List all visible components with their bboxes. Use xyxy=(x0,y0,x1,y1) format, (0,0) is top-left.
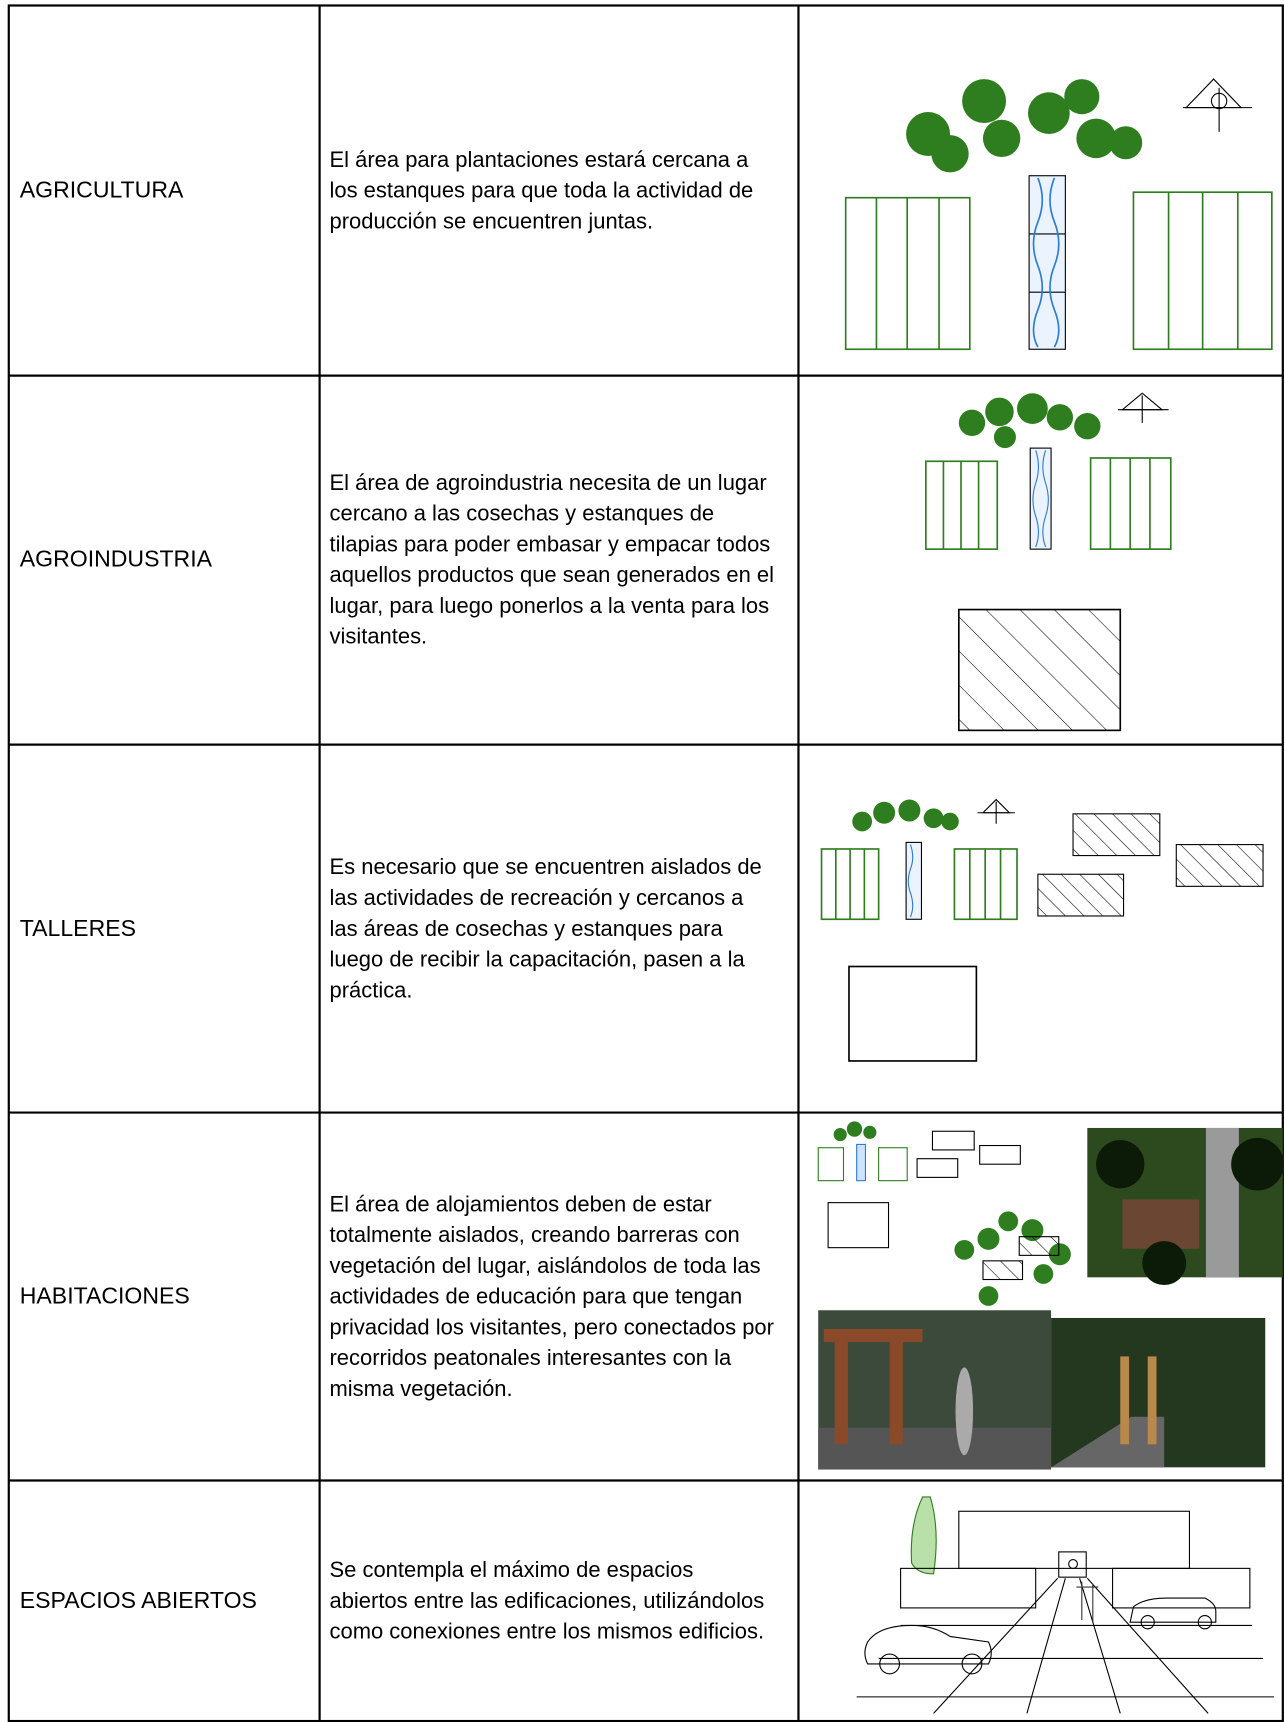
row-description: Se contempla el máximo de espacios abier… xyxy=(329,1557,765,1644)
agriculture-plan xyxy=(844,78,1273,351)
workshops-plan xyxy=(820,798,1264,1062)
agroindustry-plan xyxy=(925,392,1172,732)
row-description: Es necesario que se encuentren aislados … xyxy=(329,855,762,1003)
row-label: ESPACIOS ABIERTOS xyxy=(19,1587,257,1613)
row-label: HABITACIONES xyxy=(19,1283,190,1309)
row-description: El área de alojamientos deben de estar t… xyxy=(329,1192,774,1401)
row-description: El área para plantaciones estará cercana… xyxy=(329,147,754,234)
lodging-plan xyxy=(817,1121,1284,1470)
open-space-elevation xyxy=(856,1496,1275,1714)
row-description: El área de agroindustria necesita de un … xyxy=(329,471,775,650)
row-label: TALLERES xyxy=(19,915,137,941)
row-label: AGRICULTURA xyxy=(19,177,184,203)
row-label: AGROINDUSTRIA xyxy=(19,546,212,573)
grid xyxy=(7,4,1284,1722)
